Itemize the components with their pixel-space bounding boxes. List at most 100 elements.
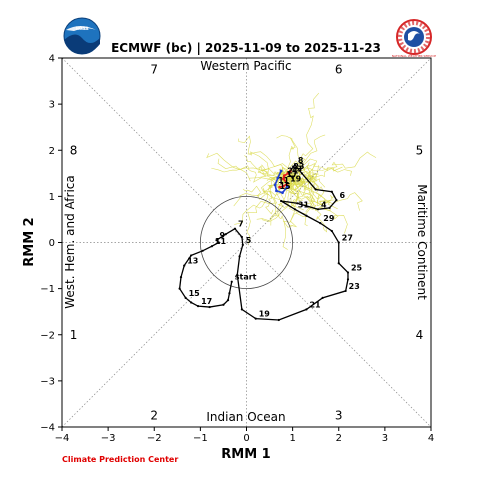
ensemble-mean-point [288, 169, 292, 173]
observed-point [230, 280, 233, 283]
observed-point [305, 308, 308, 311]
observed-point [210, 245, 214, 248]
x-tick-label: −2 [147, 433, 162, 444]
x-axis-label: RMM 1 [221, 447, 270, 462]
ensemble-member-line [246, 178, 292, 246]
x-tick-label: 2 [336, 433, 342, 444]
observed-point [314, 188, 317, 191]
x-tick-label: 0 [243, 433, 249, 444]
ensemble-member-line [291, 178, 314, 213]
y-axis-label: RMM 2 [22, 217, 37, 266]
x-tick-label: −3 [101, 433, 116, 444]
observed-point [337, 262, 340, 265]
observed-point [330, 190, 333, 193]
day-label: 19 [290, 174, 302, 183]
grid-diagonal [61, 57, 432, 428]
ensemble-member-line [282, 178, 313, 228]
observed-point [335, 198, 338, 202]
observed-point [305, 214, 308, 217]
observed-point [277, 318, 280, 322]
day-label: 17 [286, 170, 297, 179]
observed-point [296, 202, 299, 205]
day-label: 23 [349, 282, 360, 291]
ensemble-mean-point [273, 183, 277, 187]
observed-point [240, 308, 243, 311]
ensemble-mean-point [281, 191, 284, 195]
ensemble-mean-point [286, 171, 290, 175]
observed-point [240, 235, 243, 239]
day-label: 15 [279, 182, 291, 191]
day-label: 15 [189, 289, 201, 298]
observed-point [179, 275, 183, 279]
y-tick-label: 4 [49, 54, 55, 65]
y-tick-label: −3 [40, 376, 55, 387]
observed-point [291, 176, 294, 180]
ensemble-member-line [289, 168, 315, 187]
ensemble-member-line [291, 168, 352, 180]
ensemble-member-line [291, 177, 334, 205]
y-tick-label: 2 [49, 146, 55, 157]
observed-point [241, 243, 244, 246]
observed-point [293, 208, 297, 211]
phase-numbers: 7 68 51 42 3 [70, 63, 424, 423]
x-tick-label: −1 [193, 433, 208, 444]
ensemble-mean-point [285, 185, 289, 189]
observed-point [238, 255, 241, 258]
observed-point [319, 222, 322, 225]
region-bottom: Indian Ocean [206, 410, 285, 424]
region-left: West. Hem. and Africa [63, 175, 77, 308]
ensemble-mean-point [282, 184, 285, 188]
observed-point [217, 241, 220, 244]
day-label: 13 [291, 164, 302, 173]
x-tick-label: −4 [55, 433, 70, 444]
ensemble-mean-point [279, 169, 283, 173]
observed-point [190, 254, 193, 257]
ensemble-member-line [276, 135, 306, 180]
ensemble-member-line [256, 177, 292, 221]
observed-point [344, 289, 347, 293]
observed-point [279, 199, 283, 203]
observed-point [196, 305, 200, 308]
day-label: 6 [339, 191, 345, 200]
phase-number: 1 [70, 328, 78, 342]
y-tick-label: 1 [49, 192, 55, 203]
x-tick-label: 3 [382, 433, 388, 444]
observed-point [228, 292, 231, 295]
observed-point [337, 241, 340, 244]
ensemble-member-line [234, 177, 292, 225]
observed-point [208, 305, 211, 309]
observed-point [236, 273, 239, 276]
phase-number: 5 [416, 143, 424, 157]
x-tick-label: 4 [428, 433, 434, 444]
ensemble-member-line [242, 174, 292, 197]
y-tick-label: 0 [49, 238, 55, 249]
unit-circle [199, 195, 294, 290]
phase-number: 3 [335, 408, 343, 422]
day-label: 23 [293, 162, 304, 171]
y-tick-label: 3 [49, 100, 55, 111]
day-label: 31 [298, 200, 310, 209]
ensemble-member-line [291, 178, 335, 207]
day-label: 29 [323, 214, 335, 223]
day-label: 21 [287, 167, 299, 176]
observed-point [293, 163, 297, 167]
ensemble-member-line [288, 178, 299, 228]
day-label: 25 [351, 263, 363, 272]
grid-diagonal [61, 57, 432, 428]
day-label: 7 [238, 220, 244, 229]
phase-number: 2 [150, 408, 158, 422]
noaa-logo: NOAA [63, 17, 101, 55]
y-tick-label: −2 [40, 330, 55, 341]
ensemble-member-line [291, 151, 377, 180]
day-label: 9 [220, 231, 226, 240]
day-label: 17 [201, 297, 212, 306]
day-label: 21 [309, 300, 321, 309]
day-label: 19 [259, 310, 271, 319]
observed-point [330, 229, 333, 233]
y-axis-ticks: −4 −3 −2 −1 0 1 2 3 4 [40, 54, 62, 434]
noaa-logo-text: NOAA [76, 26, 90, 31]
observed-point [321, 296, 324, 299]
y-tick-label: −4 [40, 423, 55, 434]
nws-logo: NATIONAL WEATHER SERVICE [392, 19, 436, 58]
ensemble-member-line [211, 167, 292, 189]
